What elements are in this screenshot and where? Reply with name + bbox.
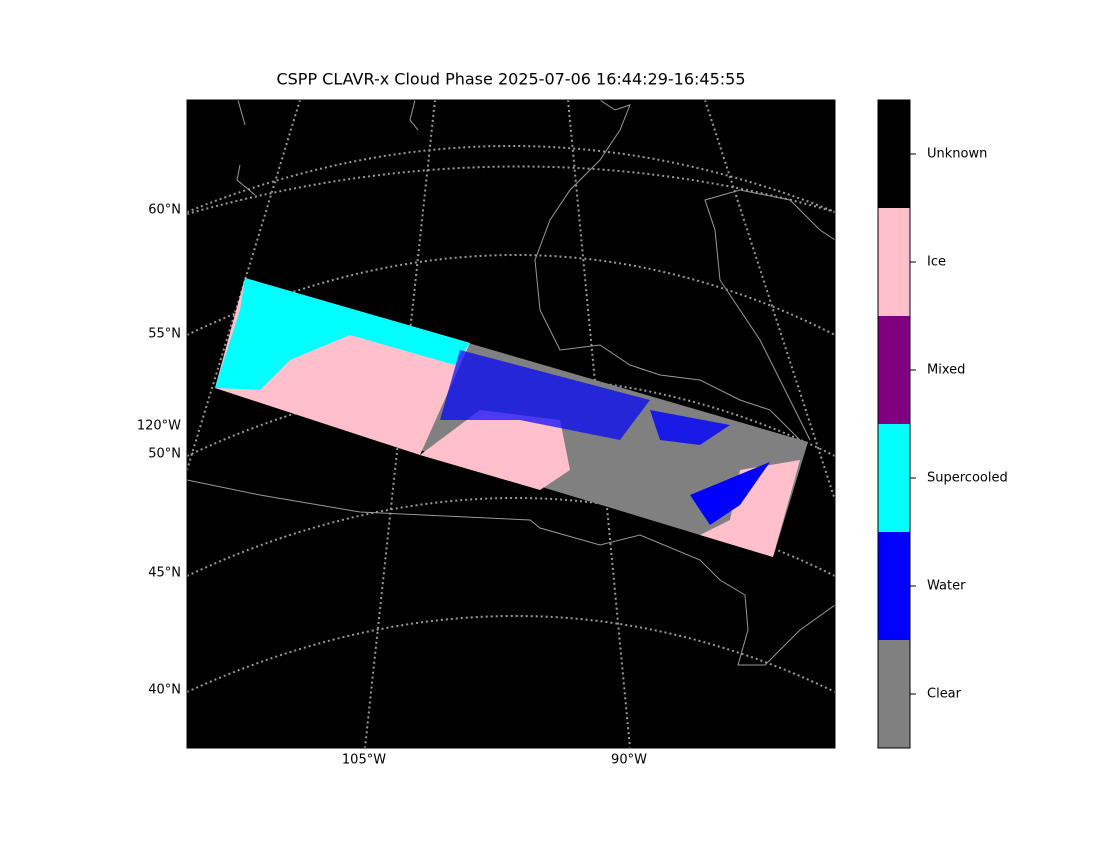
lat-labels: 60°N 55°N 50°N 45°N 40°N (148, 203, 181, 698)
title: CSPP CLAVR-x Cloud Phase 2025-07-06 16:4… (276, 70, 745, 89)
lat-label: 40°N (148, 683, 181, 698)
swath-water (690, 462, 770, 525)
colorbar-label: Clear (927, 687, 962, 702)
lat-label: 45°N (148, 566, 181, 581)
colorbar-segment (878, 532, 910, 640)
colorbar-segment (878, 208, 910, 316)
colorbar-segment (878, 640, 910, 748)
swath-ice (700, 460, 800, 557)
coastline (704, 189, 835, 441)
colorbar-label: Unknown (927, 147, 987, 162)
colorbar-label: Water (927, 579, 966, 594)
swath (215, 278, 808, 557)
colorbar-frame (877, 99, 911, 749)
swath-water (650, 410, 730, 445)
lat-label: 60°N (148, 203, 181, 218)
lon-label: 90°W (611, 753, 647, 768)
map (187, 100, 835, 748)
lon-label: 105°W (342, 753, 386, 768)
lon-line (704, 100, 835, 501)
border (187, 479, 835, 666)
coastline (409, 100, 801, 441)
colorbar: Unknown Ice Mixed Supercooled Water Clear (877, 99, 1008, 749)
colorbar-segment (878, 424, 910, 532)
lat-label: 55°N (148, 327, 181, 342)
lat-line (187, 497, 835, 577)
coastlines (187, 100, 835, 666)
lon-label: 120°W (137, 419, 181, 434)
colorbar-segment (878, 316, 910, 424)
swath-water (440, 350, 650, 440)
map-frame (186, 99, 836, 749)
lat-line (187, 165, 835, 215)
lat-line (187, 615, 835, 693)
colorbar-label: Ice (927, 255, 946, 270)
lon-labels: 120°W 105°W 90°W (137, 419, 647, 768)
coastline (236, 100, 256, 196)
colorbar-label: Mixed (927, 363, 965, 378)
colorbar-label: Supercooled (927, 471, 1008, 486)
colorbar-segment (878, 100, 910, 208)
swath-ice (420, 410, 570, 490)
swath-supercooled (215, 278, 470, 390)
lat-label: 50°N (148, 447, 181, 462)
